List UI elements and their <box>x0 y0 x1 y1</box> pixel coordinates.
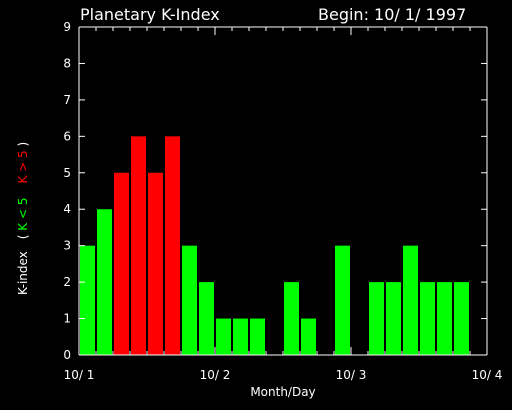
kp-bar <box>165 136 180 355</box>
kp-bar <box>420 282 435 355</box>
y-tick-label: 0 <box>63 348 71 362</box>
y-axis-title-main: K-index <box>16 251 30 295</box>
y-axis-title: K-index ( K < 5 K > 5 ) <box>16 142 30 295</box>
kp-bar <box>80 245 95 355</box>
y-axis-title-close: ) <box>16 142 30 151</box>
kp-bar <box>386 282 401 355</box>
y-tick-labels: 0 1 2 3 4 5 6 7 8 9 <box>63 20 71 362</box>
kp-bar <box>403 245 418 355</box>
y-axis-title-low: K < 5 <box>16 198 30 231</box>
kp-bar <box>182 245 197 355</box>
kp-bar <box>437 282 452 355</box>
y-tick-label: 8 <box>63 56 71 70</box>
y-axis-title-open: ( <box>16 231 30 240</box>
x-tick-label: 10/ 2 <box>200 368 231 382</box>
y-axis-title-high: K > 5 <box>16 150 30 183</box>
kp-bar <box>97 209 112 355</box>
kp-bar <box>454 282 469 355</box>
kp-bar <box>250 318 265 355</box>
y-tick-label: 5 <box>63 166 71 180</box>
svg-text:K-index( K < 5K > 5 ): K-index ( K < 5 K > 5 ) <box>16 142 30 295</box>
kp-bar <box>131 136 146 355</box>
kp-bar <box>369 282 384 355</box>
y-tick-label: 4 <box>63 202 71 216</box>
y-tick-label: 9 <box>63 20 71 34</box>
kp-bar <box>301 318 316 355</box>
kp-bar <box>233 318 248 355</box>
x-tick-label: 10/ 3 <box>336 368 367 382</box>
kp-bar <box>148 172 163 355</box>
y-tick-label: 6 <box>63 129 71 143</box>
y-tick-label: 2 <box>63 275 71 289</box>
y-tick-label: 3 <box>63 239 71 253</box>
bar-group <box>80 136 469 355</box>
x-tick-label: 10/ 1 <box>64 368 95 382</box>
x-tick-labels: 10/ 1 10/ 2 10/ 3 10/ 4 <box>64 368 503 382</box>
kp-bar <box>199 282 214 355</box>
x-tick-label: 10/ 4 <box>472 368 503 382</box>
kp-bar <box>114 172 129 355</box>
y-tick-label: 1 <box>63 312 71 326</box>
kp-bar <box>335 245 350 355</box>
kp-bar <box>216 318 231 355</box>
x-axis-label: Month/Day <box>250 385 315 399</box>
kp-bar <box>284 282 299 355</box>
y-tick-label: 7 <box>63 93 71 107</box>
chart-title: Planetary K-Index <box>80 5 220 24</box>
begin-date: Begin: 10/ 1/ 1997 <box>318 5 466 24</box>
axes-frame <box>78 26 488 356</box>
